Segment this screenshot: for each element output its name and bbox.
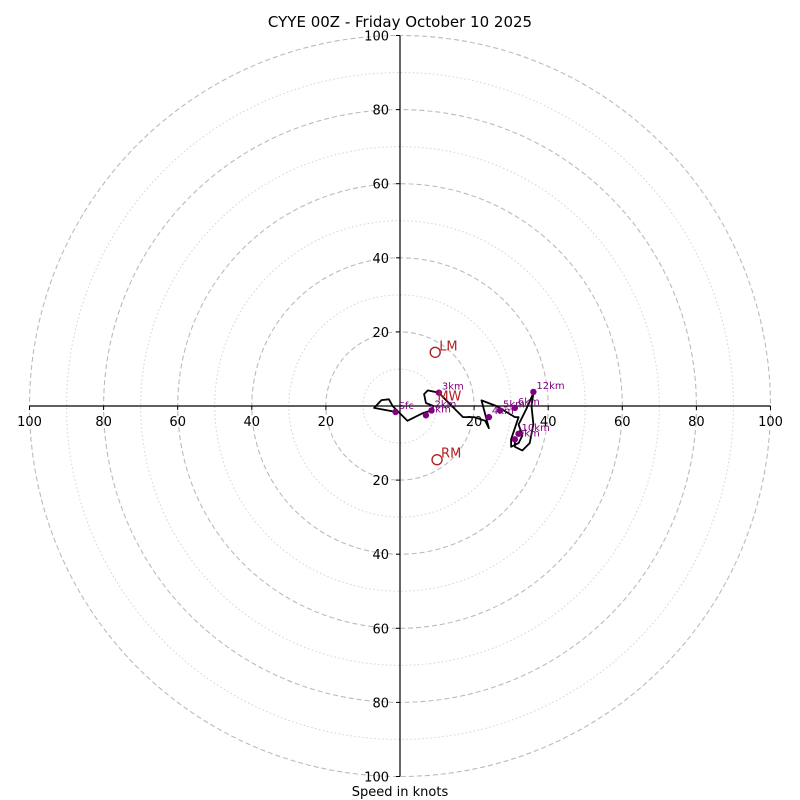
x-tick-label: 80	[688, 415, 705, 430]
x-tick-label: 40	[244, 415, 261, 430]
height-marker-label: 9km	[518, 428, 540, 439]
y-tick-label: 60	[372, 622, 389, 637]
x-tick-label: 100	[758, 415, 783, 430]
storm-motions: LM MW RM	[429, 339, 462, 466]
storm-motion-label: LM	[439, 339, 457, 354]
x-tick-label: 20	[318, 415, 335, 430]
height-marker	[496, 407, 504, 414]
height-marker	[530, 388, 537, 396]
storm-motion-label: RM	[441, 447, 461, 462]
height-marker-label: 2km	[434, 399, 456, 410]
height-marker	[485, 413, 493, 421]
x-tick-label: 40	[540, 415, 557, 430]
y-tick-label: 20	[372, 326, 389, 341]
height-marker-label: 12km	[536, 381, 564, 392]
x-tick-label: 60	[169, 415, 186, 430]
height-marker-label: Sfc	[399, 401, 414, 412]
height-marker	[422, 412, 430, 419]
height-marker	[392, 408, 399, 416]
height-marker-label: 6km	[518, 397, 540, 408]
y-tick-label: 40	[372, 548, 389, 563]
storm-motion-marker	[431, 454, 443, 466]
height-marker	[428, 407, 435, 414]
x-tick-label: 100	[17, 415, 42, 430]
hodograph-line	[373, 389, 535, 452]
chart-title: CYYE 00Z - Friday October 10 2025	[268, 13, 532, 31]
y-tick-label: 80	[372, 104, 389, 119]
y-tick-label: 60	[372, 178, 389, 193]
x-axis-label: Speed in knots	[352, 785, 449, 800]
height-marker	[511, 404, 519, 412]
y-tick-label: 80	[372, 696, 389, 711]
storm-motion-marker	[429, 346, 441, 358]
height-marker	[435, 389, 443, 396]
y-tick-label: 100	[364, 30, 389, 45]
y-tick-label: 40	[372, 252, 389, 267]
y-tick-label: 100	[364, 771, 389, 786]
x-tick-label: 80	[95, 415, 112, 430]
axes	[29, 35, 771, 777]
height-marker	[515, 430, 522, 437]
height-marker-label: 3km	[442, 382, 464, 393]
x-tick-label: 60	[614, 415, 631, 430]
height-markers: Sfc1km2km3km4km5km6km9km10km12km	[392, 381, 565, 443]
y-tick-label: 20	[372, 474, 389, 489]
height-marker-label: 1km	[429, 404, 451, 415]
hodograph-trace	[373, 389, 535, 452]
height-marker	[511, 436, 519, 443]
tick-labels: 100 80 60 40 20 20 40 60 80 100100806040202040608…	[17, 30, 783, 786]
storm-motion-label: MW	[437, 389, 461, 404]
height-marker-label: 10km	[522, 423, 550, 434]
